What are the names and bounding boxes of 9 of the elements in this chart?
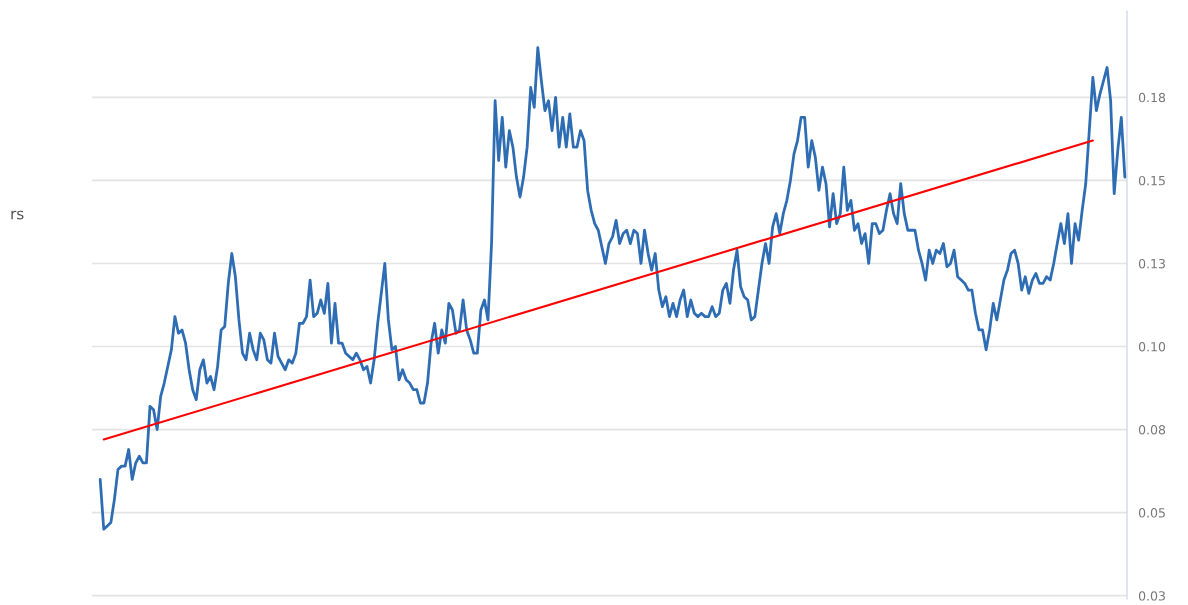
text: rs (11, 210, 24, 220)
y-tick-label: 0.15 (1138, 175, 1165, 186)
y-tick-label: 0.13 (1138, 258, 1165, 269)
y-tick-label: 0.08 (1138, 425, 1166, 435)
y-tick-label: 0.03 (1138, 591, 1165, 601)
y-tick-label: 0.05 (1138, 508, 1165, 518)
y-tick-label: 0.10 (1138, 342, 1166, 352)
line-series (98, 46, 1127, 531)
y-tick-label: 0.18 (1138, 92, 1166, 103)
